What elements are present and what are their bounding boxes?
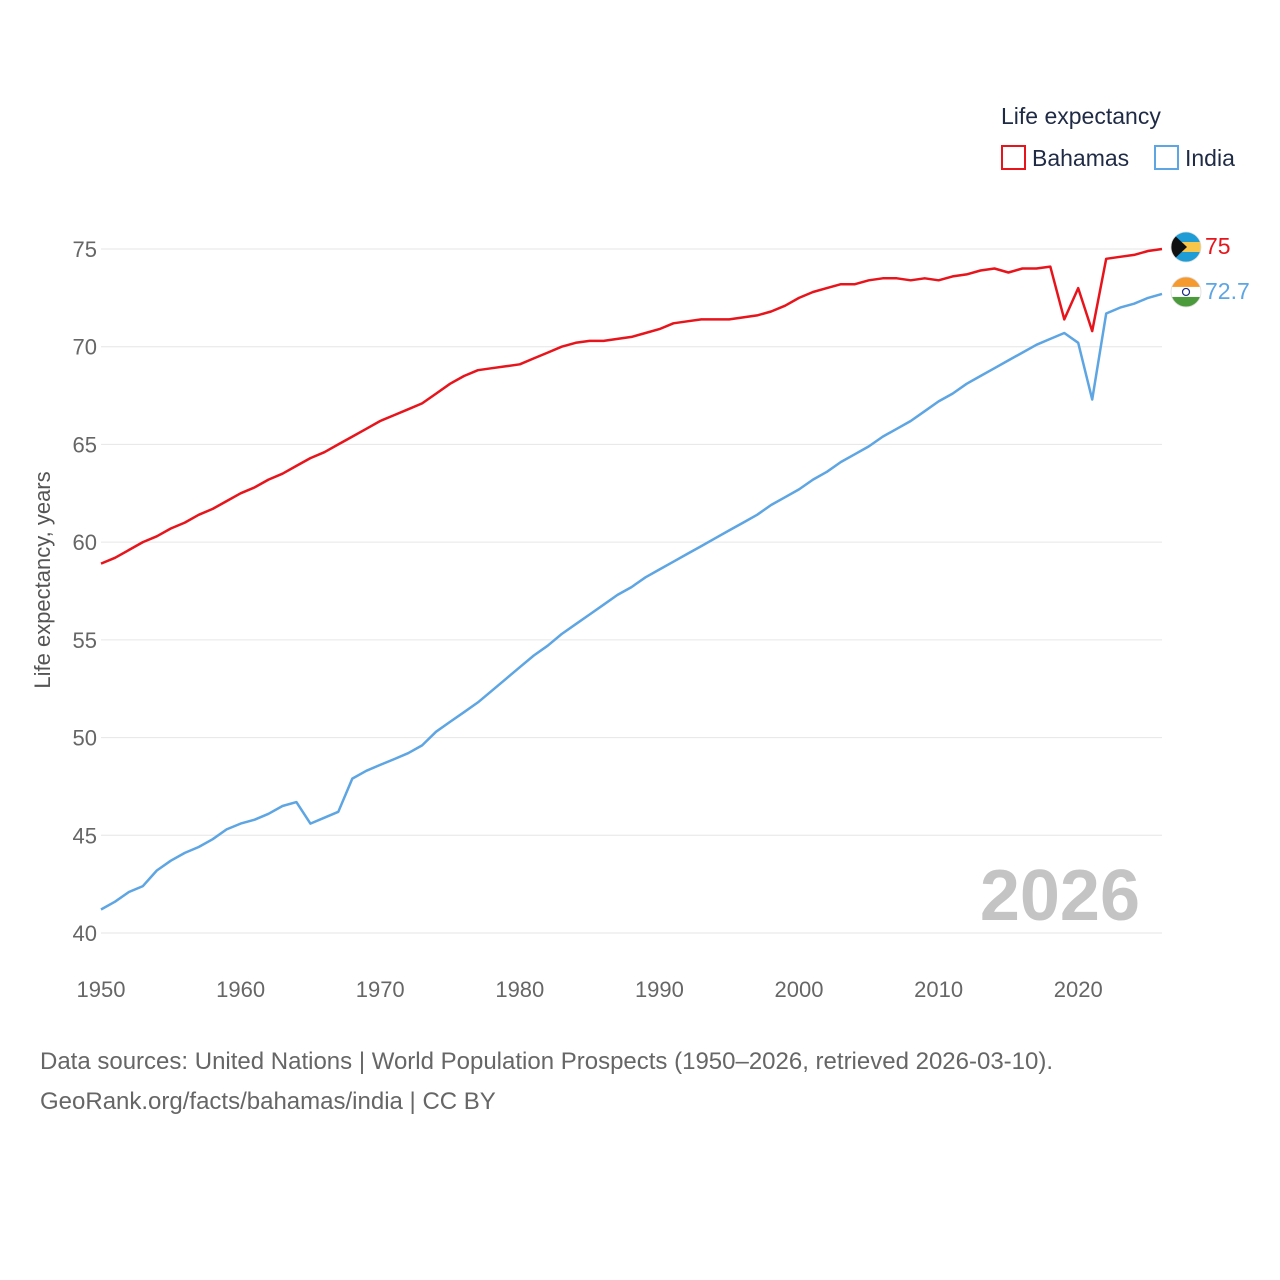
year-watermark: 2026	[980, 856, 1140, 936]
x-tick-label: 1960	[216, 977, 265, 1002]
x-tick-label: 1950	[77, 977, 126, 1002]
legend-label-bahamas[interactable]: Bahamas	[1032, 145, 1129, 171]
x-tick-label: 1980	[495, 977, 544, 1002]
legend-label-india[interactable]: India	[1185, 145, 1235, 171]
series-line-india[interactable]	[100, 292, 1163, 911]
y-axis-title: Life expectancy, years	[30, 471, 55, 688]
y-tick-label: 50	[73, 726, 97, 751]
y-tick-label: 60	[73, 530, 97, 555]
legend: Life expectancy Bahamas India	[1001, 103, 1235, 171]
x-tick-label: 1990	[635, 977, 684, 1002]
bahamas-flag-icon	[1170, 231, 1202, 263]
end-value-label-bahamas: 75	[1205, 233, 1231, 259]
y-tick-label: 70	[73, 335, 97, 360]
series-lines	[100, 247, 1163, 911]
x-tick-label: 2010	[914, 977, 963, 1002]
x-tick-label: 1970	[356, 977, 405, 1002]
legend-title: Life expectancy	[1001, 103, 1161, 129]
y-tick-label: 45	[73, 823, 97, 848]
x-axis-ticks: 1950 1960 1970 1980 1990 2000 2010 2020	[77, 977, 1103, 1002]
y-tick-label: 65	[73, 432, 97, 457]
x-tick-label: 2000	[775, 977, 824, 1002]
life-expectancy-chart: 40 45 50 55 60 65 70 75 1950 1960 1970 1980 1990 200…	[30, 103, 1250, 1002]
y-tick-label: 75	[73, 237, 97, 262]
source-line-1: Data sources: United Nations | World Pop…	[40, 1048, 1054, 1075]
y-axis-ticks: 40 45 50 55 60 65 70 75	[73, 237, 97, 946]
gridlines	[101, 248, 1162, 934]
y-tick-label: 55	[73, 628, 97, 653]
source-note: Data sources: United Nations | World Pop…	[40, 1042, 1053, 1122]
end-markers: 75 72.7	[1170, 231, 1250, 308]
x-tick-label: 2020	[1054, 977, 1103, 1002]
end-value-label-india: 72.7	[1205, 278, 1250, 304]
legend-swatch-india[interactable]	[1154, 145, 1179, 170]
legend-swatch-bahamas[interactable]	[1001, 145, 1026, 170]
series-line-bahamas[interactable]	[100, 247, 1163, 565]
source-line-2[interactable]: GeoRank.org/facts/bahamas/india | CC BY	[40, 1088, 496, 1115]
y-tick-label: 40	[73, 921, 97, 946]
india-flag-icon	[1170, 276, 1202, 308]
